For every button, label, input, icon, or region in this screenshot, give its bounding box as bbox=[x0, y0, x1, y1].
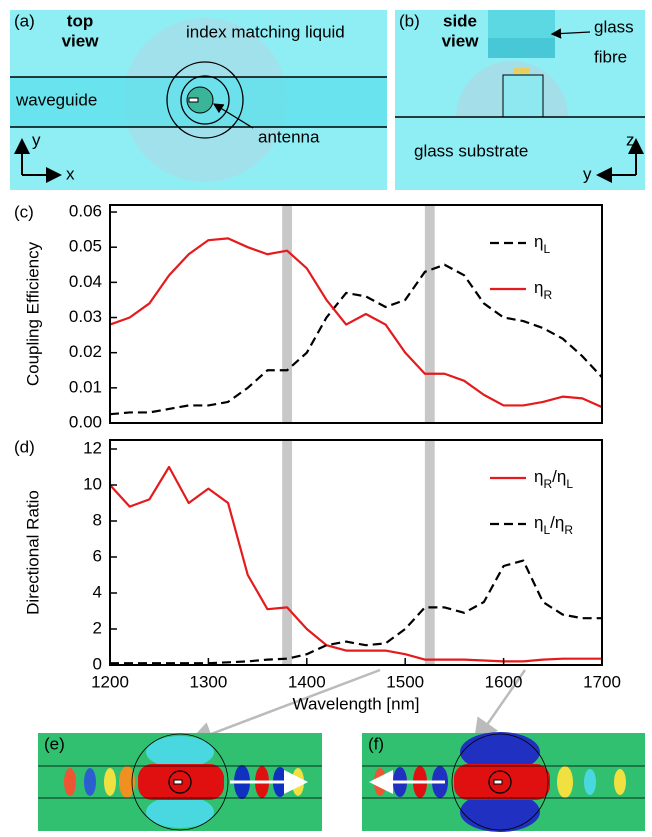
y-tick-label: 2 bbox=[93, 618, 102, 637]
field-lobe bbox=[557, 766, 573, 798]
panel-label: (e) bbox=[44, 734, 65, 753]
fibre-label: glass bbox=[594, 17, 634, 36]
field-lobe bbox=[460, 732, 540, 772]
highlight-band bbox=[282, 440, 293, 665]
data-line bbox=[109, 263, 603, 416]
ring bbox=[131, 733, 229, 831]
view-label: view bbox=[442, 31, 480, 50]
y-tick-label: 0.01 bbox=[69, 377, 102, 396]
field-lobe bbox=[104, 768, 116, 796]
panel-e: (e) bbox=[38, 733, 322, 831]
field-lobe bbox=[84, 768, 96, 796]
antenna-rod bbox=[188, 97, 199, 103]
legend-label: ηL/ηR bbox=[534, 513, 573, 537]
panel-f: (f) bbox=[362, 732, 645, 832]
field-lobe bbox=[614, 769, 626, 795]
ring bbox=[168, 770, 192, 794]
fibre-tip bbox=[488, 38, 555, 58]
substrate-label: glass substrate bbox=[414, 141, 528, 160]
antenna bbox=[514, 68, 530, 73]
ring bbox=[166, 61, 244, 139]
ring bbox=[180, 75, 230, 125]
plot-frame bbox=[109, 204, 603, 424]
data-line bbox=[109, 465, 602, 663]
field-lobe bbox=[119, 766, 135, 798]
ring bbox=[488, 770, 512, 794]
data-line bbox=[109, 237, 603, 409]
axis-label: z bbox=[626, 130, 635, 149]
panel-a: (a) top view index matching liquid waveg… bbox=[10, 10, 387, 190]
y-tick-label: 4 bbox=[93, 582, 102, 601]
pointer bbox=[212, 103, 254, 129]
liquid-label: index matching liquid bbox=[186, 22, 345, 41]
legend-label: ηR/ηL bbox=[534, 467, 573, 491]
waveguide-label: waveguide bbox=[15, 90, 97, 109]
panel-label: (b) bbox=[399, 11, 420, 30]
pointer bbox=[550, 28, 591, 39]
field-lobe bbox=[460, 792, 540, 832]
panel-label: (c) bbox=[14, 202, 34, 221]
view-label: side bbox=[443, 11, 477, 30]
link-arrow bbox=[473, 669, 527, 745]
field-lobe bbox=[584, 769, 596, 795]
y-tick-label: 10 bbox=[83, 474, 102, 493]
highlight-band bbox=[282, 205, 293, 423]
x-tick-label: 1400 bbox=[288, 672, 326, 691]
field-lobe bbox=[64, 768, 76, 796]
panel-label: (d) bbox=[14, 437, 35, 456]
data-line bbox=[110, 559, 602, 665]
highlight-band bbox=[424, 440, 435, 665]
y-tick-label: 0.05 bbox=[69, 237, 102, 256]
y-tick-label: 6 bbox=[93, 546, 102, 565]
y-tick-label: 0.02 bbox=[69, 342, 102, 361]
field-lobe bbox=[146, 736, 214, 768]
highlight-band bbox=[424, 205, 435, 423]
x-tick-label: 1500 bbox=[386, 672, 424, 691]
x-tick-label: 1700 bbox=[583, 672, 621, 691]
legend-label: ηR bbox=[534, 278, 552, 302]
y-axis-label: Coupling Efficiency bbox=[23, 241, 42, 386]
y-axis-label: Directional Ratio bbox=[23, 490, 42, 615]
waveguide bbox=[502, 74, 544, 118]
disk bbox=[186, 86, 214, 114]
fibre-label: fibre bbox=[594, 47, 627, 66]
antenna-rod bbox=[493, 779, 503, 785]
panel-label: (f) bbox=[368, 734, 384, 753]
x-tick-label: 1200 bbox=[91, 672, 129, 691]
link-arrow bbox=[187, 668, 381, 746]
antenna-rod bbox=[173, 779, 183, 785]
axis-label: y bbox=[583, 164, 592, 183]
y-tick-label: 0.06 bbox=[69, 202, 102, 221]
y-tick-label: 0.03 bbox=[69, 307, 102, 326]
y-tick-label: 0 bbox=[93, 654, 102, 673]
x-tick-label: 1300 bbox=[189, 672, 227, 691]
antenna-label: antenna bbox=[258, 127, 320, 146]
y-tick-label: 12 bbox=[83, 438, 102, 457]
plot-frame bbox=[109, 439, 603, 666]
x-axis-label: Wavelength [nm] bbox=[293, 694, 420, 713]
legend-label: ηL bbox=[534, 232, 550, 256]
panel-b: (b) side view glass fibre glass substrat… bbox=[395, 10, 645, 190]
field-lobe bbox=[146, 796, 214, 828]
view-label: top bbox=[67, 11, 93, 30]
ring bbox=[451, 733, 549, 831]
axis-label: y bbox=[32, 130, 41, 149]
view-label: view bbox=[62, 31, 100, 50]
y-tick-label: 0.00 bbox=[69, 412, 102, 431]
y-tick-label: 8 bbox=[93, 510, 102, 529]
y-tick-label: 0.04 bbox=[69, 272, 102, 291]
panel-label: (a) bbox=[14, 11, 35, 30]
x-tick-label: 1600 bbox=[485, 672, 523, 691]
axis-label: x bbox=[66, 164, 75, 183]
